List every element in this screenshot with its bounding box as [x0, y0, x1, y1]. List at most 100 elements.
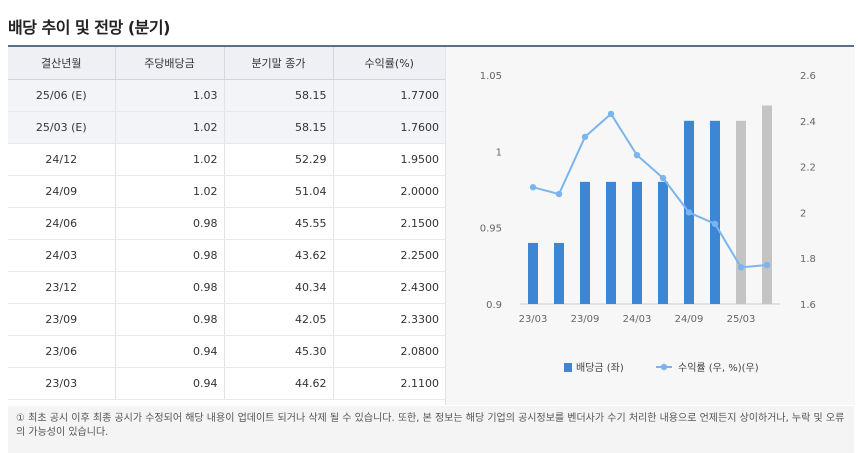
legend-line-label: 수익률 (우, %)(우) [678, 362, 759, 374]
cell-dps: 1.02 [115, 143, 225, 176]
cell-dps: 1.03 [115, 79, 225, 112]
point-yield [555, 190, 563, 198]
cell-close: 45.30 [224, 335, 334, 368]
cell-yield: 1.9500 [333, 143, 445, 176]
point-yield [607, 110, 615, 118]
bar-dividend [658, 181, 668, 304]
col-header-close: 분기말 종가 [224, 47, 334, 80]
bar-dividend [762, 105, 772, 305]
dividend-panel: 결산년월 주당배당금 분기말 종가 수익률(%) 25/06 (E) 1.03 58… [8, 45, 855, 405]
table-row: 25/06 (E) 1.03 58.15 1.7700 [8, 79, 445, 112]
dividend-chart: 0.9 0.95 1 1.05 1.6 1.8 2 2.2 2.4 2.6 23/03 23/09 24… [445, 47, 855, 405]
col-header-dps: 주당배당금 [115, 47, 225, 80]
table-body: 25/06 (E) 1.03 58.15 1.7700 25/03 (E) 1.02 58.… [8, 79, 445, 400]
point-yield [711, 220, 719, 228]
y-right-tick-label: 2.6 [800, 71, 816, 82]
bar-dividend [580, 181, 590, 304]
cell-dps: 0.98 [115, 207, 225, 240]
cell-close: 40.34 [224, 271, 334, 304]
y-left-tick-label: 1.05 [480, 71, 502, 82]
col-header-yield: 수익률(%) [333, 47, 445, 80]
cell-yield: 2.4300 [333, 271, 445, 304]
bar-dividend [632, 181, 642, 304]
y-right-tick-label: 1.8 [800, 254, 816, 265]
table-row: 25/03 (E) 1.02 58.15 1.7600 [8, 111, 445, 144]
line-yield [532, 112, 768, 269]
y-left-tick-label: 0.95 [480, 224, 502, 235]
cell-close: 51.04 [224, 175, 334, 208]
cell-close: 52.29 [224, 143, 334, 176]
table-row: 23/12 0.98 40.34 2.4300 [8, 271, 445, 304]
point-yield [737, 264, 745, 271]
cell-dps: 0.98 [115, 303, 225, 336]
cell-yield: 1.7600 [333, 111, 445, 144]
cell-period: 24/06 [8, 207, 116, 240]
table-row: 23/06 0.94 45.30 2.0800 [8, 335, 445, 368]
disclaimer-note: ① 최초 공시 이후 최종 공시가 수정되어 해당 내용이 업데이트 되거나 삭… [8, 406, 854, 453]
cell-close: 58.15 [224, 111, 334, 144]
bar-dividend [736, 120, 746, 304]
cell-yield: 1.7700 [333, 79, 445, 112]
cell-close: 43.62 [224, 239, 334, 272]
table-header-row: 결산년월 주당배당금 분기말 종가 수익률(%) [8, 47, 445, 80]
y-left-tick-label: 1 [496, 147, 502, 158]
x-tick-label: 23/09 [571, 314, 600, 325]
x-tick-label: 24/09 [675, 314, 704, 325]
cell-close: 45.55 [224, 207, 334, 240]
legend-line-marker [660, 363, 668, 371]
table-row: 24/06 0.98 45.55 2.1500 [8, 207, 445, 240]
y-right-tick-label: 2.4 [800, 117, 816, 128]
x-tick-label: 24/03 [623, 314, 652, 325]
legend-bar-swatch [564, 363, 572, 372]
cell-dps: 0.98 [115, 239, 225, 272]
cell-close: 58.15 [224, 79, 334, 112]
legend-bar-label: 배당금 (좌) [576, 362, 624, 374]
cell-period: 24/09 [8, 175, 116, 208]
bar-dividend [606, 181, 616, 304]
point-yield [659, 174, 667, 182]
dividend-table: 결산년월 주당배당금 분기말 종가 수익률(%) 25/06 (E) 1.03 58… [8, 47, 445, 400]
cell-dps: 1.02 [115, 111, 225, 144]
point-yield [763, 261, 771, 269]
table-row: 23/03 0.94 44.62 2.1100 [8, 367, 445, 400]
cell-period: 23/12 [8, 271, 116, 304]
point-yield [633, 151, 641, 159]
cell-yield: 2.1500 [333, 207, 445, 240]
cell-yield: 2.0800 [333, 335, 445, 368]
table-row: 24/03 0.98 43.62 2.2500 [8, 239, 445, 272]
y-left-tick-label: 0.9 [486, 300, 502, 311]
cell-period: 25/06 (E) [8, 79, 116, 112]
cell-close: 44.62 [224, 367, 334, 400]
table-row: 24/12 1.02 52.29 1.9500 [8, 143, 445, 176]
cell-dps: 0.98 [115, 271, 225, 304]
cell-yield: 2.1100 [333, 367, 445, 400]
cell-yield: 2.2500 [333, 239, 445, 272]
cell-yield: 2.0000 [333, 175, 445, 208]
bar-dividend [528, 242, 538, 304]
cell-period: 23/09 [8, 303, 116, 336]
point-yield [685, 209, 693, 216]
bar-dividend [554, 242, 564, 304]
cell-period: 23/03 [8, 367, 116, 400]
x-tick-label: 23/03 [519, 314, 548, 325]
x-tick-label: 25/03 [727, 314, 756, 325]
point-yield [581, 133, 589, 141]
cell-dps: 1.02 [115, 175, 225, 208]
section-title: 배당 추이 및 전망 (분기) [8, 18, 170, 37]
cell-period: 25/03 (E) [8, 111, 116, 144]
cell-period: 24/03 [8, 239, 116, 272]
table-row: 23/09 0.98 42.05 2.3300 [8, 303, 445, 336]
cell-period: 23/06 [8, 335, 116, 368]
y-right-tick-label: 2.2 [800, 163, 816, 174]
cell-dps: 0.94 [115, 367, 225, 400]
point-yield [529, 184, 537, 191]
y-right-tick-label: 2 [800, 208, 806, 219]
cell-close: 42.05 [224, 303, 334, 336]
cell-dps: 0.94 [115, 335, 225, 368]
cell-yield: 2.3300 [333, 303, 445, 336]
cell-period: 24/12 [8, 143, 116, 176]
y-right-tick-label: 1.6 [800, 300, 816, 311]
table-row: 24/09 1.02 51.04 2.0000 [8, 175, 445, 208]
bar-dividend [710, 120, 720, 304]
col-header-period: 결산년월 [8, 47, 116, 80]
